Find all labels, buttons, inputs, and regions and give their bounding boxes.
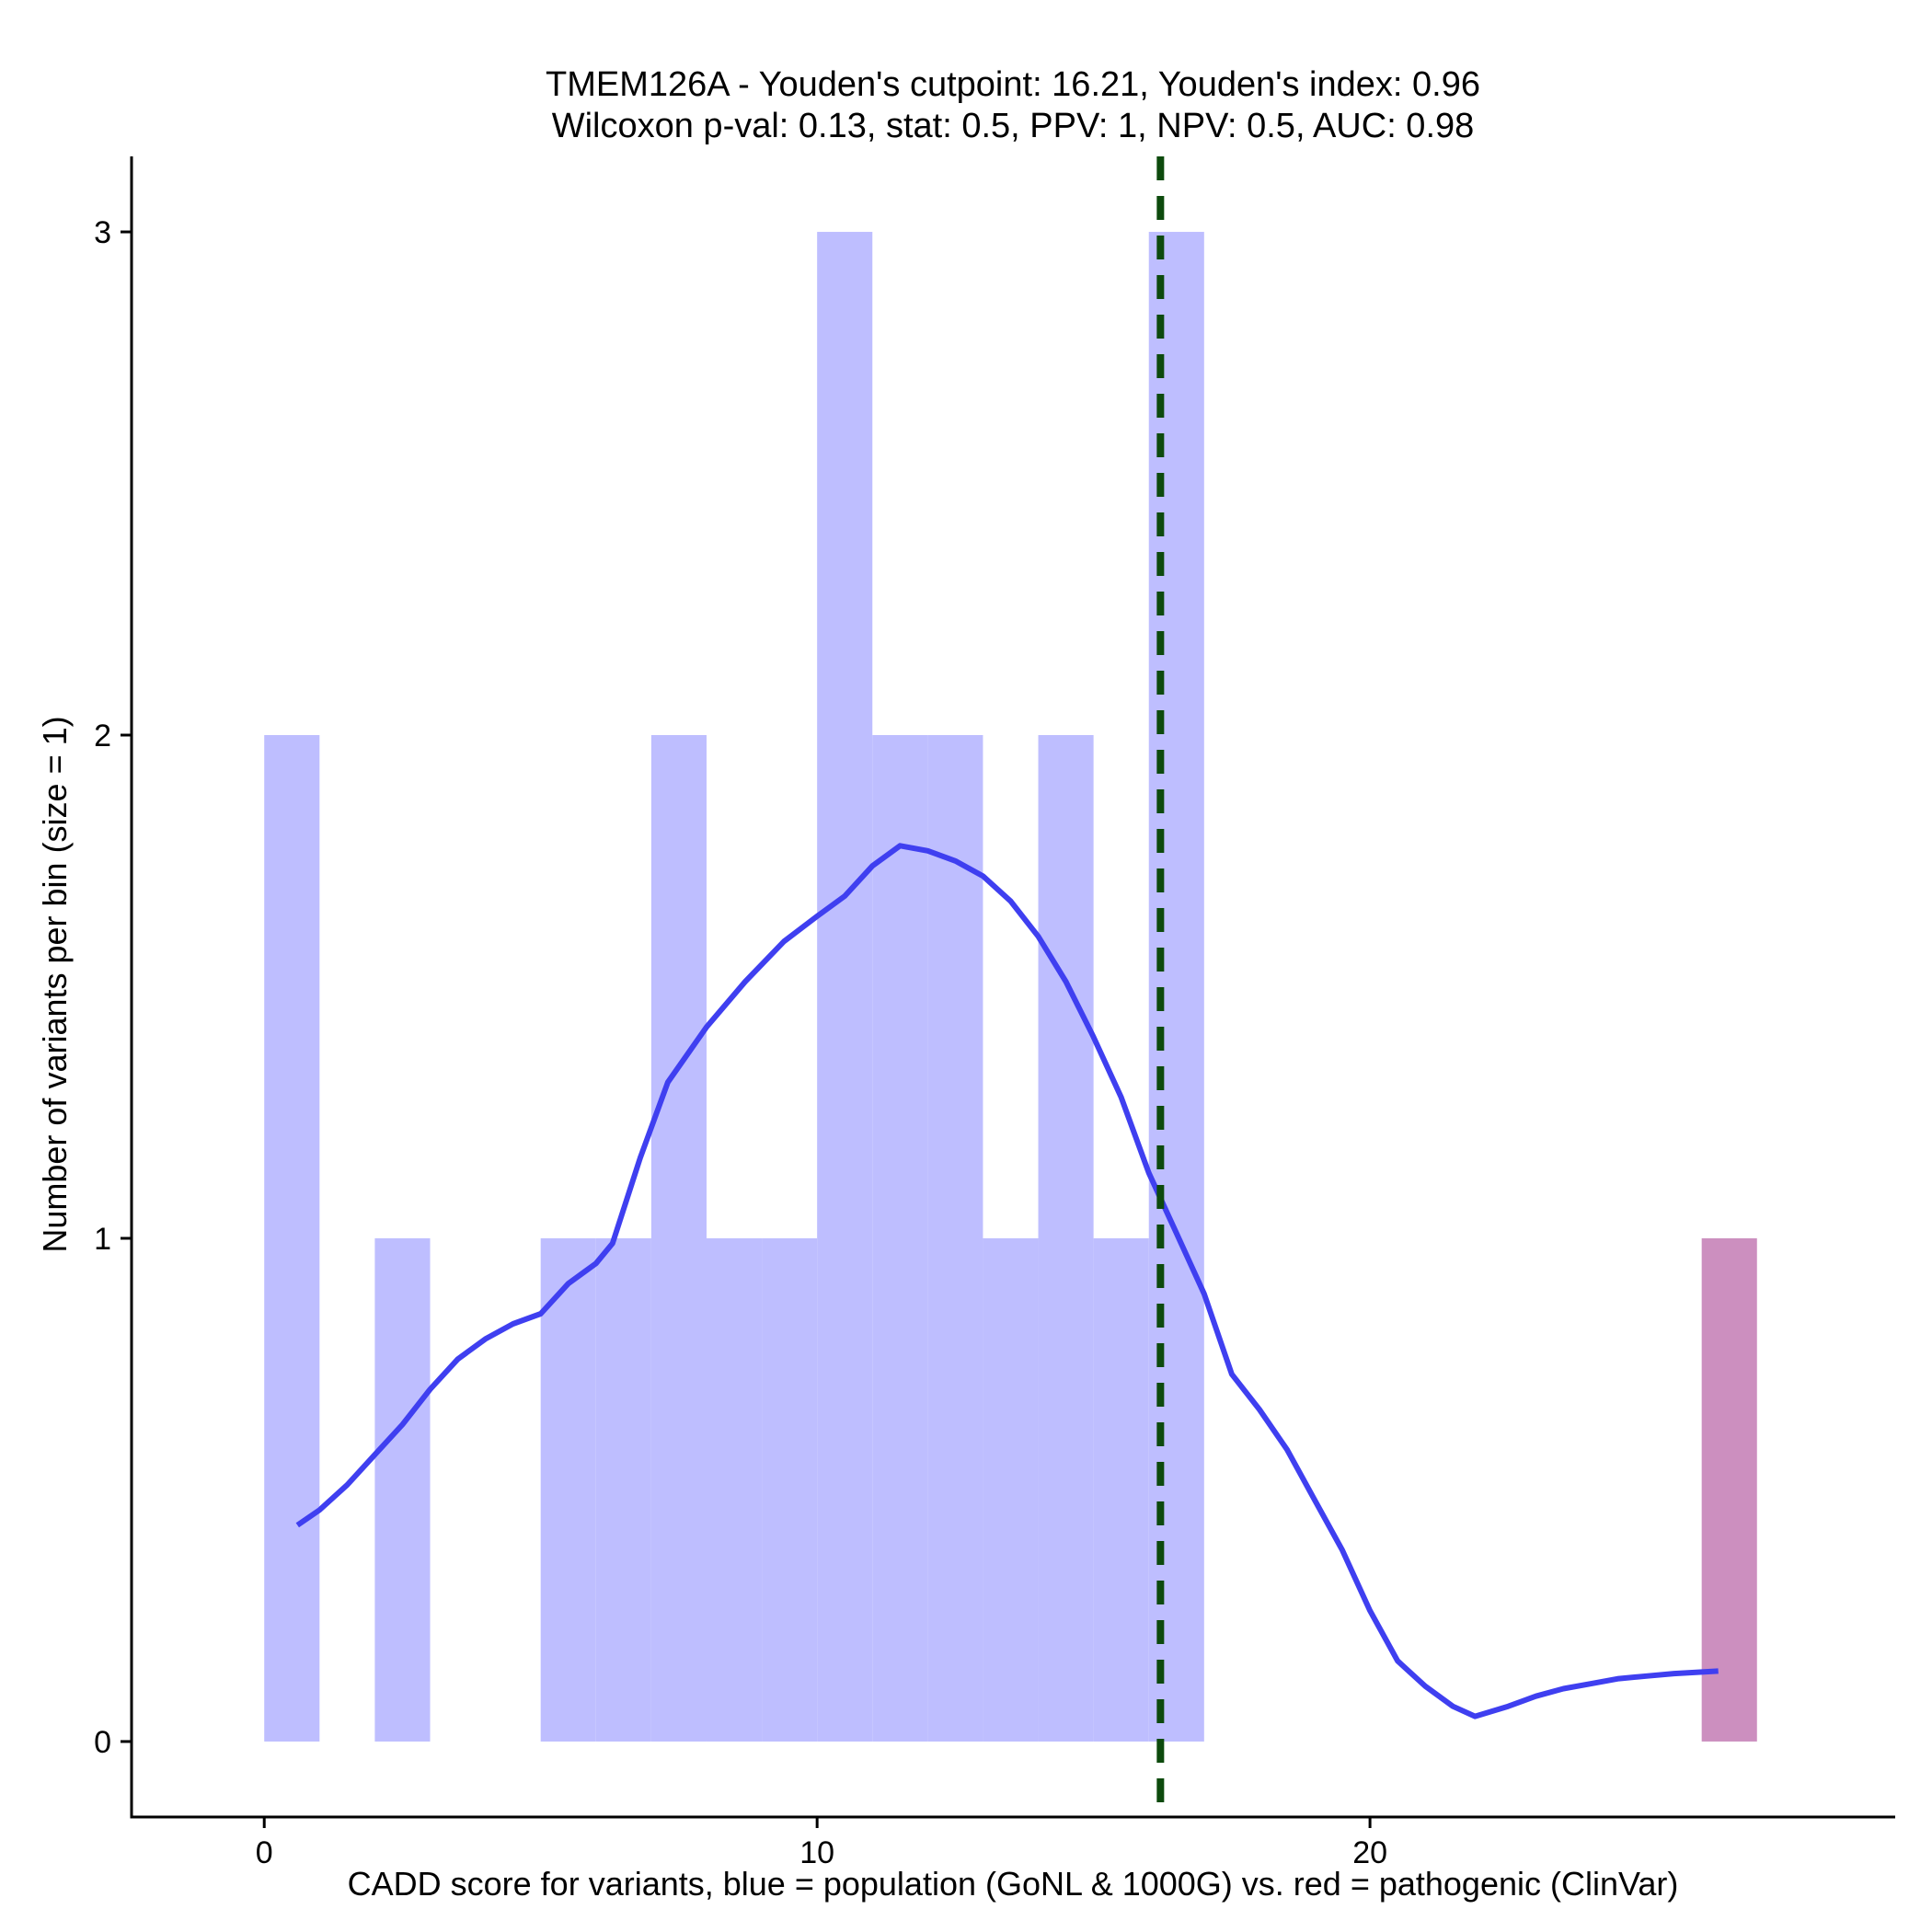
- y-tick-label: 3: [94, 215, 111, 250]
- x-tick-label: 20: [1352, 1835, 1387, 1870]
- population-bar-7: [817, 232, 873, 1742]
- population-bar-3: [595, 1237, 651, 1742]
- x-tick-label: 0: [256, 1835, 273, 1870]
- population-bar-6: [762, 1237, 818, 1742]
- density-curve-layer: [295, 843, 1719, 1719]
- population-bar-4: [650, 735, 707, 1742]
- chart-subtitle: Wilcoxon p-val: 0.13, stat: 0.5, PPV: 1,…: [552, 107, 1475, 145]
- pathogenic-bar-0: [1701, 1237, 1757, 1742]
- y-tick-label: 2: [94, 719, 111, 753]
- population-bar-5: [706, 1237, 763, 1742]
- population-bar-12: [1093, 1237, 1149, 1742]
- y-axis-label: Number of variants per bin (size = 1): [36, 716, 74, 1252]
- population-bar-10: [983, 1237, 1039, 1742]
- y-tick-label: 1: [94, 1222, 111, 1257]
- population-bar-9: [927, 735, 983, 1742]
- chart-title: TMEM126A - Youden's cutpoint: 16.21, You…: [546, 65, 1480, 104]
- population-bar-8: [872, 735, 928, 1742]
- population-bar-11: [1038, 735, 1094, 1742]
- population-bar-0: [264, 735, 320, 1742]
- pathogenic-bars: [1701, 1237, 1757, 1742]
- x-ticks: 0 10 20: [256, 1817, 1387, 1870]
- axes: [130, 156, 1895, 1819]
- x-tick-label: 10: [799, 1835, 834, 1870]
- y-tick-label: 0: [94, 1725, 111, 1760]
- x-axis-label: CADD score for variants, blue = populati…: [348, 1865, 1679, 1903]
- density-curve: [295, 843, 1719, 1719]
- y-ticks: 0 1 2 3: [94, 215, 132, 1760]
- population-bar-1: [374, 1237, 431, 1742]
- population-bar-2: [540, 1237, 596, 1742]
- population-bars: [264, 232, 1204, 1742]
